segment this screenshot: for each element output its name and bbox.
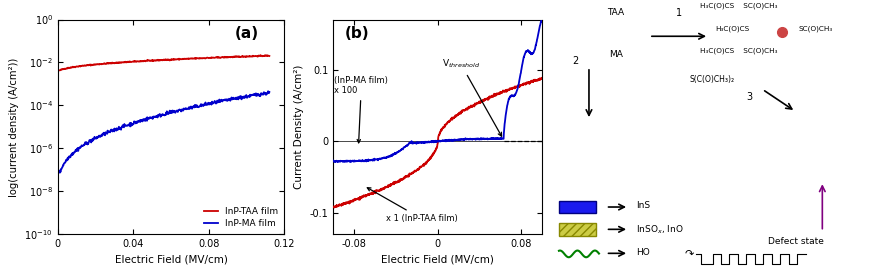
Text: $\curvearrowright$: $\curvearrowright$	[683, 248, 695, 258]
Y-axis label: Current Density (A/cm²): Current Density (A/cm²)	[294, 65, 304, 189]
Text: V$_{threshold}$: V$_{threshold}$	[442, 58, 501, 136]
X-axis label: Electric Field (MV/cm): Electric Field (MV/cm)	[115, 255, 228, 265]
Text: InSO$_x$, InO: InSO$_x$, InO	[636, 224, 684, 236]
Text: 2: 2	[573, 56, 579, 66]
Text: TAA: TAA	[607, 8, 624, 17]
Legend: InP-TAA film, InP-MA film: InP-TAA film, InP-MA film	[203, 206, 280, 230]
Text: x 1 (InP-TAA film): x 1 (InP-TAA film)	[367, 188, 457, 223]
FancyBboxPatch shape	[559, 201, 596, 213]
Text: (InP-MA film)
x 100: (InP-MA film) x 100	[334, 76, 388, 143]
Text: 1: 1	[676, 8, 682, 18]
Text: (a): (a)	[235, 26, 259, 41]
Text: InS: InS	[636, 201, 650, 210]
X-axis label: Electric Field (MV/cm): Electric Field (MV/cm)	[381, 255, 494, 265]
Text: SC(O)CH₃: SC(O)CH₃	[799, 25, 833, 32]
Text: (b): (b)	[345, 26, 370, 41]
Text: 3: 3	[746, 92, 752, 102]
Text: S(C(O)CH₃)₂: S(C(O)CH₃)₂	[690, 75, 735, 84]
Y-axis label: log(current density (A/cm²)): log(current density (A/cm²))	[9, 57, 19, 197]
FancyBboxPatch shape	[559, 223, 596, 236]
Text: MA: MA	[609, 50, 622, 59]
Text: H₃C(O)CS    SC(O)CH₃: H₃C(O)CS SC(O)CH₃	[701, 47, 778, 54]
Text: H₃C(O)CS: H₃C(O)CS	[716, 25, 750, 32]
Text: H₃C(O)CS    SC(O)CH₃: H₃C(O)CS SC(O)CH₃	[701, 3, 778, 9]
Text: Defect state: Defect state	[768, 237, 823, 246]
Text: HO: HO	[636, 248, 649, 257]
